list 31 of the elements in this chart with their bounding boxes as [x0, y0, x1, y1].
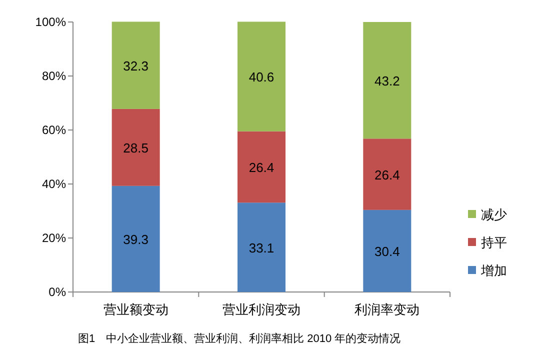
data-label: 39.3: [123, 232, 148, 247]
bar: [238, 202, 286, 292]
legend-label: 增加: [480, 263, 507, 278]
bar: [112, 186, 160, 292]
data-label: 40.6: [248, 70, 274, 85]
x-tick-label: 营业额变动: [103, 302, 168, 317]
y-tick-label: 100%: [35, 15, 66, 29]
bar: [363, 138, 412, 210]
data-label: 30.4: [374, 244, 400, 259]
caption: 图1 中小企业营业额、营业利润、利润率相比 2010 年的变动情况: [78, 332, 401, 345]
bar: [112, 22, 160, 109]
data-label: 43.2: [374, 73, 400, 88]
bar: [238, 22, 286, 132]
data-label: 26.4: [374, 167, 400, 182]
y-tick-label: 20%: [42, 231, 66, 245]
data-label: 26.4: [248, 160, 274, 175]
x-tick-label: 利润率变动: [354, 302, 420, 317]
data-label: 33.1: [248, 240, 274, 256]
y-tick-label: 40%: [42, 177, 66, 191]
y-tick-label: 60%: [42, 123, 66, 137]
y-tick-label: 80%: [42, 69, 66, 83]
data-label: 32.3: [123, 58, 148, 74]
legend-label: 持平: [481, 235, 507, 250]
bar: [363, 210, 412, 292]
legend-label: 减少: [481, 207, 507, 222]
bar: [238, 131, 286, 203]
bar: [112, 108, 160, 186]
y-tick-label: 0%: [48, 285, 66, 299]
x-tick-label: 营业利润变动: [222, 302, 300, 317]
data-label: 28.5: [123, 140, 148, 156]
bar: [363, 22, 412, 139]
